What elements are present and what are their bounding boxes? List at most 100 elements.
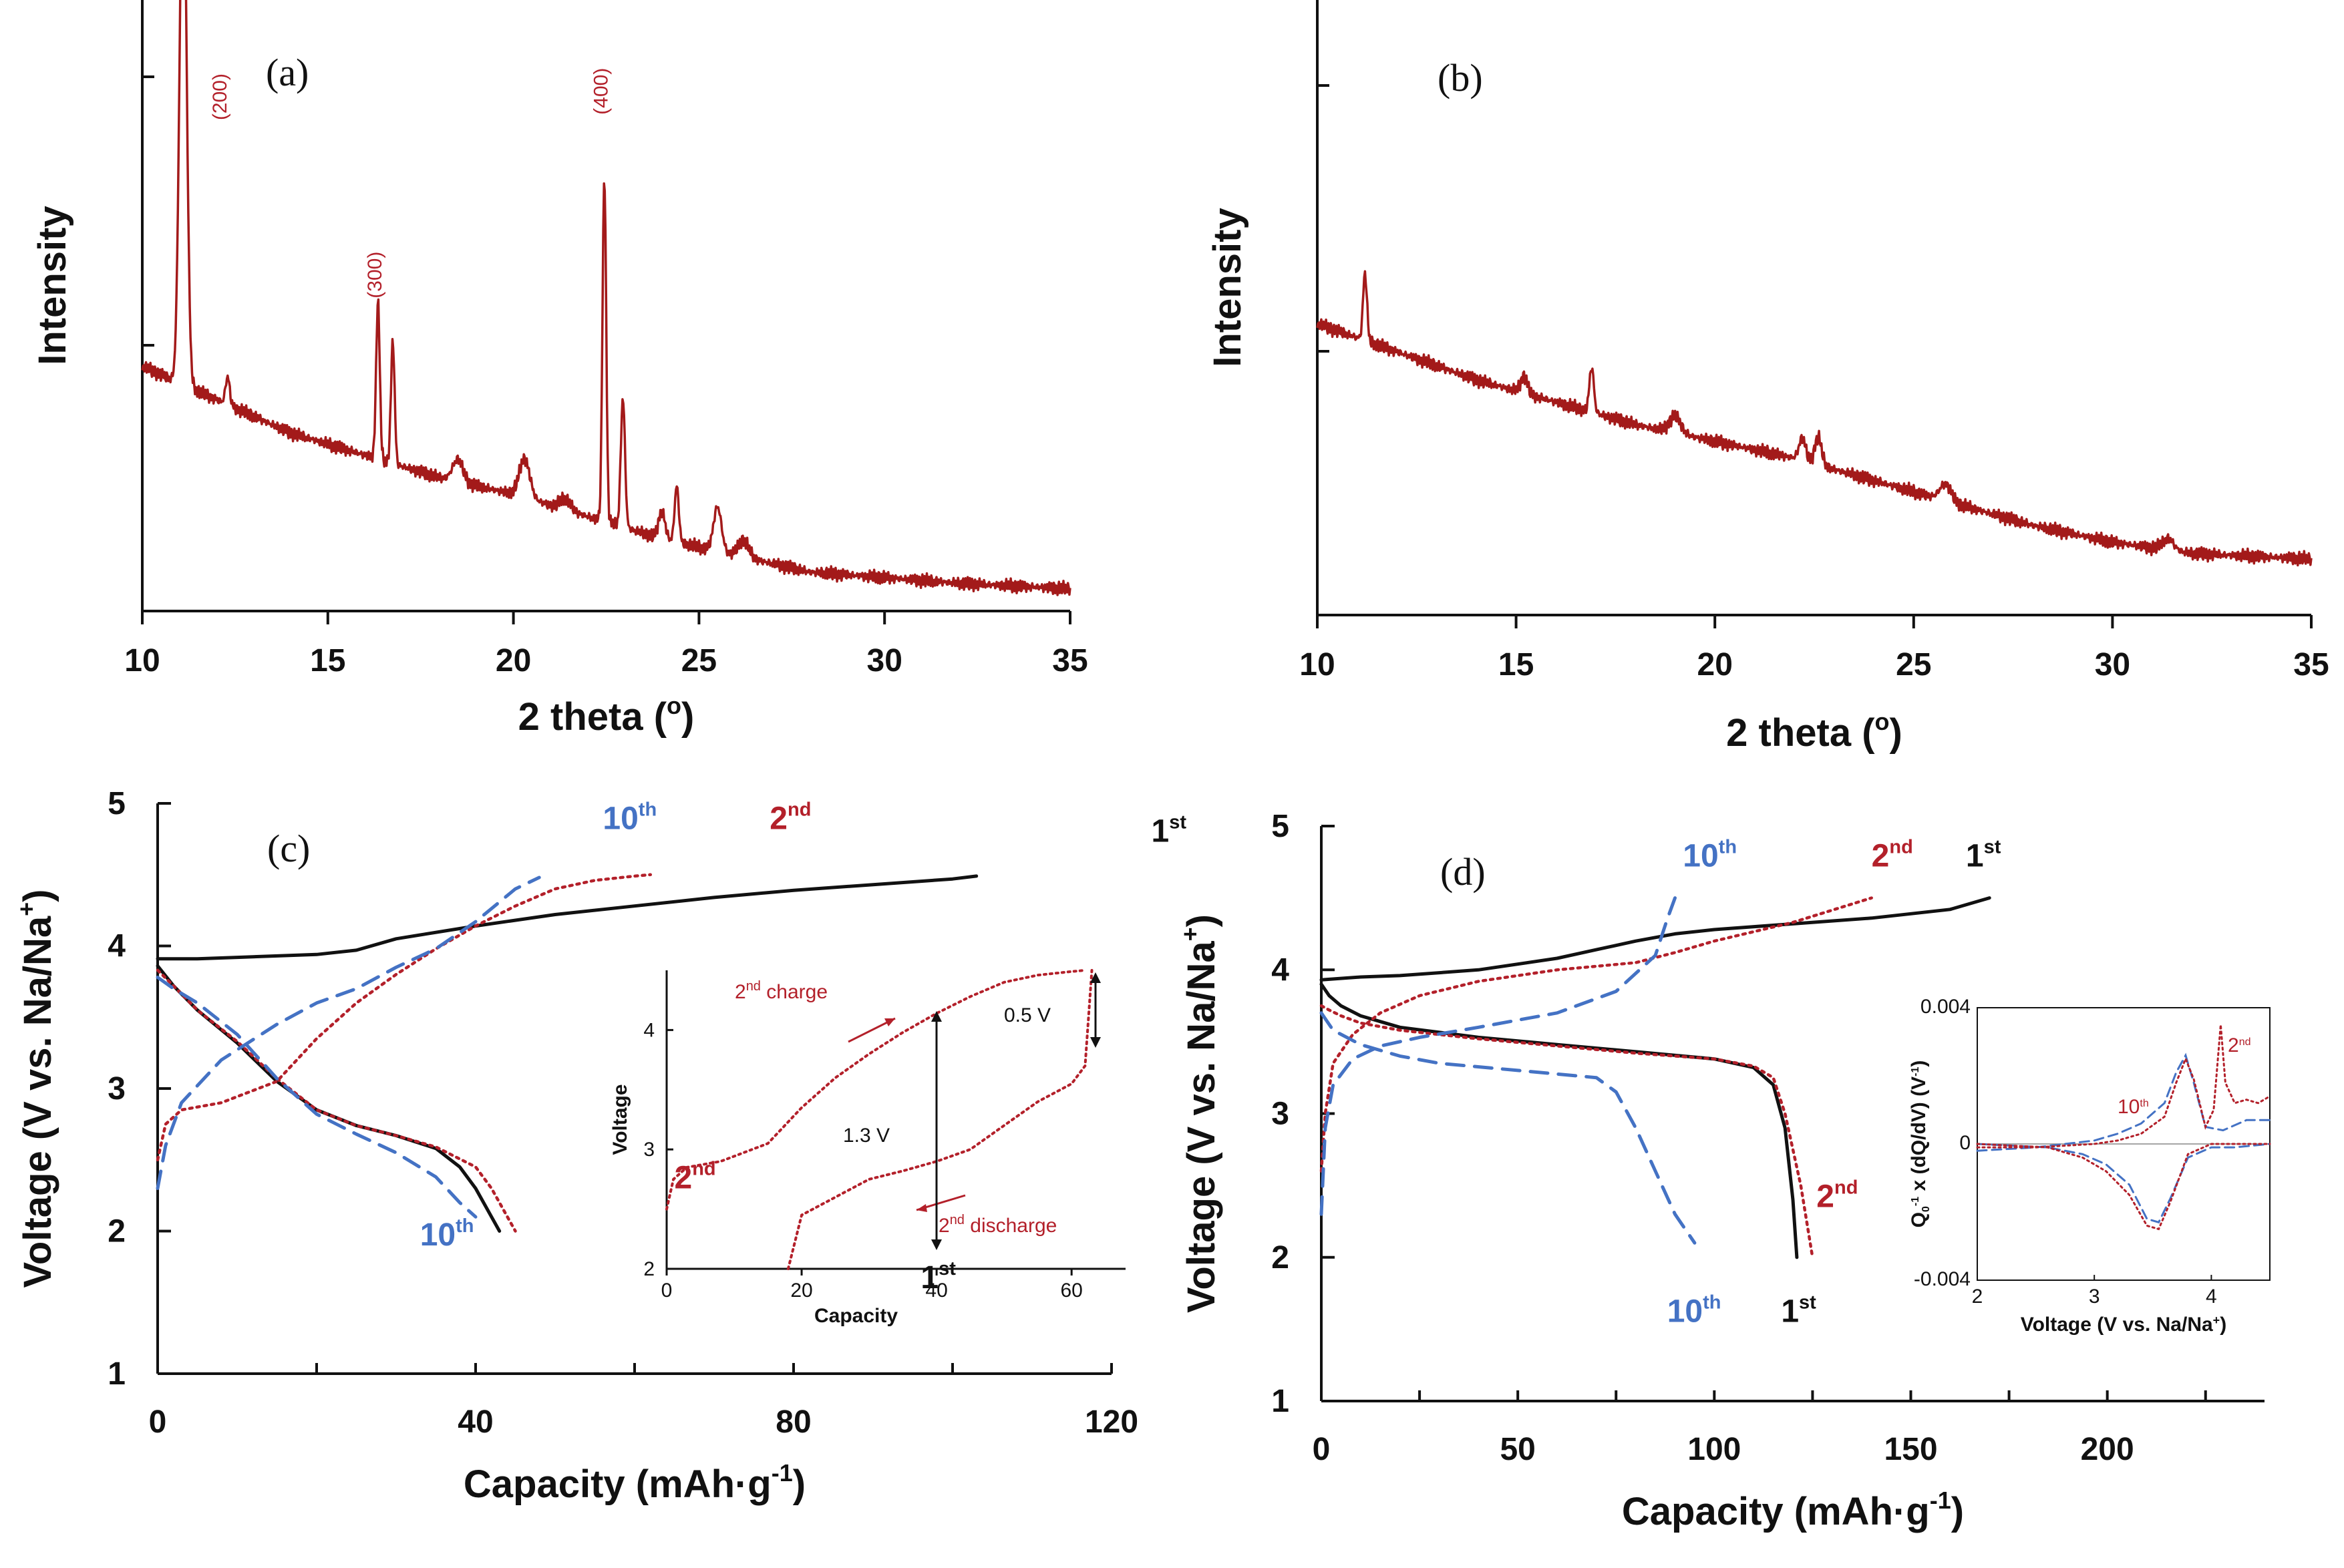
x-tick-label: 30 — [2095, 647, 2130, 682]
curve-label-3-suffix: th — [456, 1215, 474, 1237]
y-axis-label: Voltage (V vs. Na/Na+) — [13, 890, 59, 1288]
x-tick-label: 25 — [681, 643, 717, 678]
curve-label-0-num: 10 — [1683, 838, 1718, 873]
inset-y-label: Q0-1 x (dQ/dV) (V-1) — [1908, 1060, 1932, 1228]
panel-a-xrd-chart: 10 15 20 25 30 35 Intensity 2 theta (o) (a) (200)… — [31, 0, 1088, 739]
peak-label-300-text: (300) — [364, 252, 386, 299]
x-tick-label: 35 — [1052, 643, 1087, 678]
inset-discharge-rest: discharge — [965, 1215, 1057, 1237]
inset-gap-small-label: 0.5 V — [1004, 1004, 1051, 1026]
curve-label-1: 2nd — [1872, 836, 1913, 873]
inset-y-tick-label: 0 — [1959, 1132, 1971, 1154]
inset-series-2nd-charge — [665, 969, 1087, 1211]
inset-second-label: 2nd — [2228, 1034, 2250, 1056]
inset-discharge-label: 2nd discharge — [939, 1213, 1057, 1237]
y-axis-label: Intensity — [1206, 208, 1249, 367]
series-line-1st-discharge — [156, 964, 502, 1233]
inset-x-tick-label: 60 — [1060, 1280, 1082, 1302]
y-tick-label: 5 — [1271, 809, 1289, 844]
inset-series-10th-charge — [1976, 1052, 2271, 1152]
x-tick-label: 35 — [2293, 647, 2329, 682]
curve-label-4-suffix: nd — [692, 1158, 715, 1179]
inset-y-tick-label: 2 — [643, 1258, 655, 1280]
series-line-10th-discharge — [156, 976, 478, 1219]
inset-discharge-num: 2 — [939, 1215, 950, 1237]
curve-label-0-suffix: th — [1719, 836, 1737, 857]
inset-charge-label: 2nd charge — [735, 979, 828, 1003]
panel-label-text: (d) — [1440, 850, 1486, 894]
xrd-series-line — [1316, 270, 2313, 567]
panel-label: (a) — [266, 51, 309, 94]
panel-label-text: (b) — [1438, 56, 1483, 100]
y-tick-label: 2 — [1271, 1240, 1289, 1276]
y-axis-label-text: Voltage (V vs. Na/Na — [1180, 941, 1223, 1313]
inset-tenth-suffix: th — [2140, 1098, 2148, 1109]
x-tick-label: 0 — [1313, 1432, 1331, 1467]
curve-label-0-num: 10 — [603, 801, 638, 836]
x-axis-label-end: ) — [681, 695, 694, 739]
y-axis-label-text: Voltage (V vs. Na/Na — [16, 916, 59, 1288]
curve-label-1-suffix: nd — [1889, 836, 1912, 857]
y-axis-label-text: Intensity — [31, 206, 74, 365]
y-axis-label-sup: + — [1176, 927, 1204, 941]
peak-label-200-text: (200) — [209, 73, 231, 120]
panel-b-xrd-chart: 10 15 20 25 30 35 Intensity 2 theta (o) (b) — [1206, 0, 2329, 755]
x-tick-label: 15 — [310, 643, 345, 678]
inset-gap-small-text: 0.5 V — [1004, 1004, 1051, 1026]
curve-label-1-suffix: nd — [788, 799, 811, 820]
x-axis-label-sup: o — [1875, 708, 1890, 735]
x-axis-label-text: Capacity (mAh·g — [1622, 1490, 1930, 1533]
series-line-2nd-charge — [1319, 896, 1873, 1173]
curve-label-3-suffix: nd — [1834, 1177, 1858, 1198]
x-axis-label-end: ) — [1890, 711, 1902, 755]
inset-charge-num: 2 — [735, 981, 746, 1003]
curve-label-4-suffix: th — [1703, 1292, 1721, 1314]
inset-x-label-end: ) — [2220, 1314, 2226, 1336]
inset-charge-arrowhead — [884, 1018, 895, 1026]
inset-y-tick-label: 4 — [643, 1019, 655, 1041]
inset-x-tick-label: 20 — [790, 1280, 812, 1302]
x-tick-label: 50 — [1500, 1432, 1535, 1467]
x-tick-label: 15 — [1498, 647, 1534, 682]
x-tick-label: 120 — [1085, 1404, 1138, 1440]
y-tick-label: 5 — [108, 786, 126, 821]
curve-label-5-suffix: st — [1799, 1292, 1816, 1314]
x-tick-label: 40 — [458, 1404, 493, 1440]
inset-y-label-rest: x (dQ/dV) (V — [1908, 1076, 1930, 1197]
y-tick-label: 3 — [108, 1071, 126, 1107]
inset-y-tick-label: 3 — [643, 1139, 655, 1161]
inset-x-tick-label: 0 — [661, 1280, 673, 1302]
inset-y-label-q: Q — [1908, 1212, 1930, 1227]
x-axis-label-text: 2 theta ( — [518, 695, 667, 739]
curve-label-2: 1st — [1966, 836, 2001, 873]
y-axis-label: Voltage (V vs. Na/Na+) — [1176, 914, 1223, 1313]
x-tick-label: 30 — [867, 643, 902, 678]
curve-label-5-num: 1 — [920, 1260, 939, 1296]
inset-gap-large-label: 1.3 V — [843, 1125, 890, 1147]
x-axis-label: Capacity (mAh·g-1) — [464, 1459, 806, 1506]
curve-label-5-num: 1 — [1781, 1294, 1799, 1330]
x-tick-label: 100 — [1687, 1432, 1741, 1467]
curve-label-1-num: 2 — [1872, 838, 1890, 873]
peak-label-300: (300) — [364, 252, 386, 299]
x-axis-label: 2 theta (o) — [1726, 708, 1902, 755]
peak-label-400: (400) — [591, 68, 613, 115]
curve-label-0: 10th — [603, 799, 657, 836]
x-axis-label-text: 2 theta ( — [1726, 711, 1875, 755]
curve-label-2-num: 1 — [1966, 838, 1984, 873]
y-axis-label: Intensity — [31, 206, 74, 365]
y-axis-label-end: ) — [16, 890, 59, 902]
x-tick-label: 25 — [1896, 647, 1931, 682]
x-axis-label-end: ) — [793, 1462, 806, 1506]
inset-second-num: 2 — [2228, 1034, 2239, 1056]
y-tick-label: 4 — [108, 929, 126, 964]
series-line-2nd-discharge — [156, 968, 517, 1233]
inset-y-label-end: ) — [1908, 1060, 1930, 1067]
panel-label: (c) — [267, 827, 310, 870]
panel-label-text: (c) — [267, 827, 310, 870]
x-axis-label-end: ) — [1951, 1490, 1964, 1533]
inset-second-suffix: nd — [2239, 1036, 2251, 1048]
